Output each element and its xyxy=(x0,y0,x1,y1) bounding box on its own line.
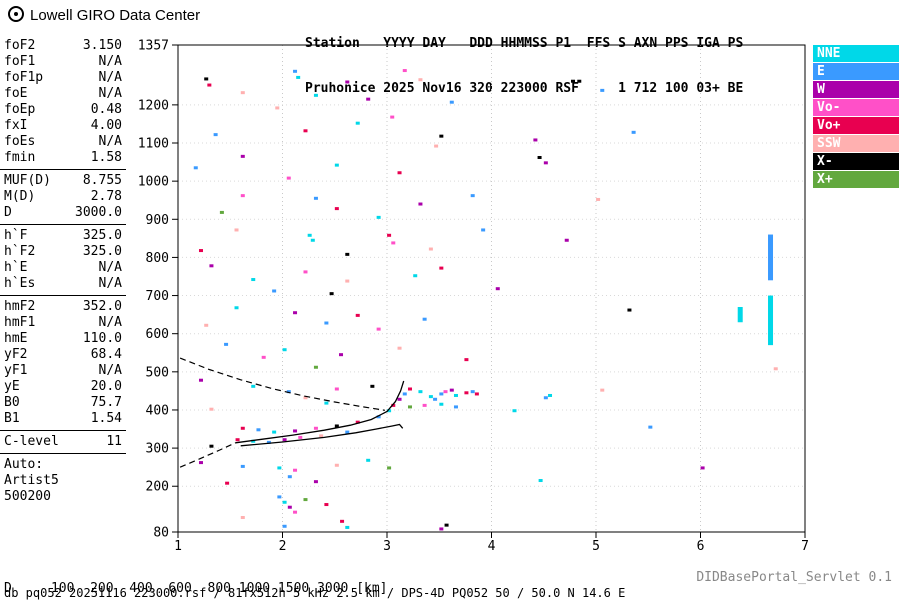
param-row-foe: foE N/A xyxy=(4,86,122,101)
param-row-b0: B0 75.7 xyxy=(4,395,122,410)
svg-text:7: 7 xyxy=(801,539,809,554)
param-row-foep: foEp 0.48 xyxy=(4,102,122,117)
auto-info-line: Artist5 xyxy=(4,473,59,488)
param-row-fof1: foF1 N/A xyxy=(4,54,122,69)
legend-item-Vo+: Vo+ xyxy=(813,117,899,134)
svg-text:2: 2 xyxy=(279,539,287,554)
svg-text:800: 800 xyxy=(146,251,169,266)
svg-text:700: 700 xyxy=(146,289,169,304)
param-row-fof1p: foF1p N/A xyxy=(4,70,122,85)
station-header: Station YYYY DAY DDD HHMMSS P1 FFS S AXN… xyxy=(305,6,743,126)
legend-item-X+: X+ xyxy=(813,171,899,188)
legend-item-NNE: NNE xyxy=(813,45,899,62)
param-row-hmf2: hmF2 352.0 xyxy=(4,299,122,314)
station-header-line2: Pruhonice 2025 Nov16 320 223000 RSF 1 71… xyxy=(305,81,744,96)
d-muf-table: D 100 200 400 600 800 1000 1500 3000 [km… xyxy=(4,551,395,600)
legend-item-X-: X- xyxy=(813,153,899,170)
parameter-panel: foF2 3.150 foF1 N/A foF1p N/A foE N/A foEp 0.48 fx… xyxy=(0,38,126,505)
distance-row: D 100 200 400 600 800 1000 1500 3000 [km… xyxy=(4,581,388,596)
param-row-yf1: yF1 N/A xyxy=(4,363,122,378)
svg-text:6: 6 xyxy=(697,539,705,554)
param-row-hf: h`F 325.0 xyxy=(4,228,122,243)
param-row-b1: B1 1.54 xyxy=(4,411,122,426)
svg-text:3: 3 xyxy=(383,539,391,554)
param-row-yf2: yF2 68.4 xyxy=(4,347,122,362)
param-row-foes: foEs N/A xyxy=(4,134,122,149)
svg-text:200: 200 xyxy=(146,480,169,495)
svg-text:1000: 1000 xyxy=(138,175,169,190)
svg-text:80: 80 xyxy=(153,526,169,541)
legend-item-E: E xyxy=(813,63,899,80)
param-separator xyxy=(0,169,126,170)
param-row-d: D 3000.0 xyxy=(4,205,122,220)
svg-text:5: 5 xyxy=(592,539,600,554)
status-line: db pq052 20251116 223000.rsf / 81fx512h … xyxy=(4,586,626,600)
legend-item-Vo-: Vo- xyxy=(813,99,899,116)
param-row-fxi: fxI 4.00 xyxy=(4,118,122,133)
legend-item-SSW: SSW xyxy=(813,135,899,152)
svg-text:400: 400 xyxy=(146,403,169,418)
station-header-line1: Station YYYY DAY DDD HHMMSS P1 FFS S AXN… xyxy=(305,36,744,51)
legend: NNE E W Vo- Vo+ SSW X- X+ xyxy=(813,45,899,189)
param-separator xyxy=(0,224,126,225)
svg-text:500: 500 xyxy=(146,365,169,380)
svg-text:900: 900 xyxy=(146,213,169,228)
param-row-hes: h`Es N/A xyxy=(4,276,122,291)
giro-logo-icon xyxy=(8,6,24,22)
param-row-ye: yE 20.0 xyxy=(4,379,122,394)
param-row-mufd: MUF(D) 8.755 xyxy=(4,173,122,188)
auto-info-line: 500200 xyxy=(4,489,51,504)
app-title: Lowell GIRO Data Center xyxy=(30,7,201,24)
param-separator xyxy=(0,453,126,454)
auto-info-line: Auto: xyxy=(4,457,44,472)
svg-text:1200: 1200 xyxy=(138,98,169,113)
legend-item-W: W xyxy=(813,81,899,98)
svg-text:1: 1 xyxy=(174,539,182,554)
param-row-fmin: fmin 1.58 xyxy=(4,150,122,165)
svg-text:300: 300 xyxy=(146,442,169,457)
svg-text:1100: 1100 xyxy=(138,137,169,152)
servlet-version: DIDBasePortal_Servlet 0.1 xyxy=(696,570,892,585)
param-separator xyxy=(0,430,126,431)
svg-text:1357: 1357 xyxy=(138,39,169,54)
param-row-fof2: foF2 3.150 xyxy=(4,38,122,53)
param-row-hmf1: hmF1 N/A xyxy=(4,315,122,330)
param-row-hf2: h`F2 325.0 xyxy=(4,244,122,259)
param-row-hme: hmE 110.0 xyxy=(4,331,122,346)
param-row-he: h`E N/A xyxy=(4,260,122,275)
param-row-clevel: C-level 11 xyxy=(4,434,122,449)
param-row-md: M(D) 2.78 xyxy=(4,189,122,204)
svg-text:600: 600 xyxy=(146,327,169,342)
svg-text:4: 4 xyxy=(488,539,496,554)
param-separator xyxy=(0,295,126,296)
